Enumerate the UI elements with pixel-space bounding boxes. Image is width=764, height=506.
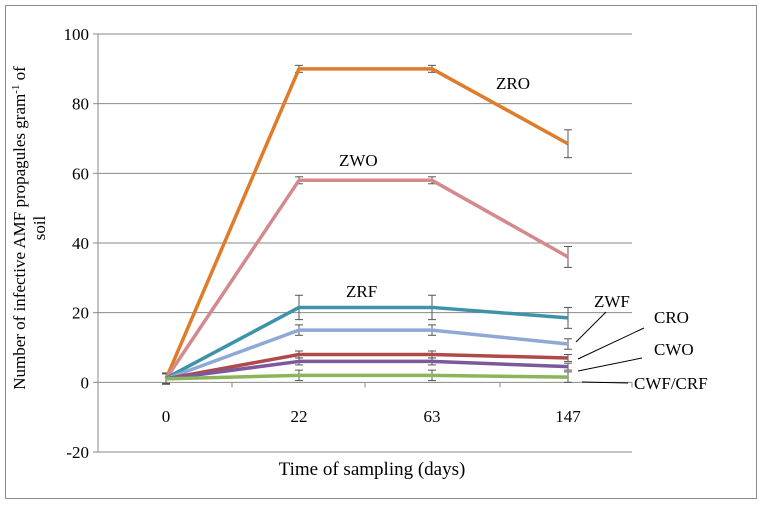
- x-tick-label: 22: [291, 407, 308, 426]
- leader-line: [577, 327, 645, 360]
- x-tick-label: 147: [555, 407, 581, 426]
- series-label: ZWO: [339, 151, 378, 170]
- x-tick-label: 0: [162, 407, 171, 426]
- series-zwf: [165, 328, 569, 381]
- series-label: CWO: [654, 340, 694, 359]
- y-axis-label-main: Number of infective AMF propagules gram: [10, 94, 29, 390]
- series-line: [165, 328, 569, 381]
- y-axis-label-tail: of: [10, 66, 29, 85]
- y-tick-label: 100: [64, 25, 90, 44]
- y-tick-label: 40: [72, 234, 89, 253]
- series-zro: [164, 67, 569, 380]
- leader-line: [581, 381, 629, 384]
- series-cwf-crf: [165, 373, 569, 381]
- series-line: [165, 352, 569, 381]
- axes: [93, 33, 633, 453]
- chart-frame: -20 0 20 40 60 80 100 0 22 63 147 ZRO ZWO ZRF ZWF CRO…: [5, 5, 757, 499]
- leader-line: [575, 311, 607, 343]
- series-line: [165, 373, 569, 381]
- series-line: [165, 305, 569, 380]
- series-label: CWF/CRF: [634, 374, 708, 393]
- error-bar: [564, 245, 572, 268]
- series-label: ZWF: [594, 292, 630, 311]
- leader-line: [577, 357, 643, 372]
- series-label: ZRO: [496, 74, 530, 93]
- y-tick-labels: -20 0 20 40 60 80 100: [64, 25, 90, 462]
- y-tick-label: 20: [72, 304, 89, 323]
- x-tick-labels: 0 22 63 147: [162, 407, 582, 426]
- y-axis-label-line2: soil: [30, 215, 49, 240]
- series-line: [164, 178, 569, 380]
- series-label: ZRF: [346, 282, 377, 301]
- series-zrf: [165, 305, 569, 380]
- series-labels: ZRO ZWO ZRF ZWF CRO CWO CWF/CRF: [339, 74, 708, 393]
- x-tick-label: 63: [424, 407, 441, 426]
- y-tick-label: -20: [66, 443, 89, 462]
- line-chart: -20 0 20 40 60 80 100 0 22 63 147 ZRO ZWO ZRF ZWF CRO…: [10, 25, 708, 480]
- leader-lines: [575, 311, 645, 384]
- series-cwo: [165, 359, 569, 381]
- y-tick-label: 0: [81, 373, 90, 392]
- y-tick-label: 80: [72, 95, 89, 114]
- series-cro: [165, 352, 569, 381]
- x-axis-label: Time of sampling (days): [279, 459, 466, 480]
- y-axis-label-superscript: -1: [10, 85, 22, 94]
- series-line: [164, 67, 569, 380]
- gridlines: [98, 33, 632, 453]
- series-label: CRO: [654, 308, 689, 327]
- y-tick-label: 60: [72, 164, 89, 183]
- series-line: [165, 359, 569, 381]
- series-zwo: [164, 178, 569, 380]
- series-lines: [164, 67, 569, 381]
- y-axis-label: Number of infective AMF propagules gram-…: [10, 66, 29, 390]
